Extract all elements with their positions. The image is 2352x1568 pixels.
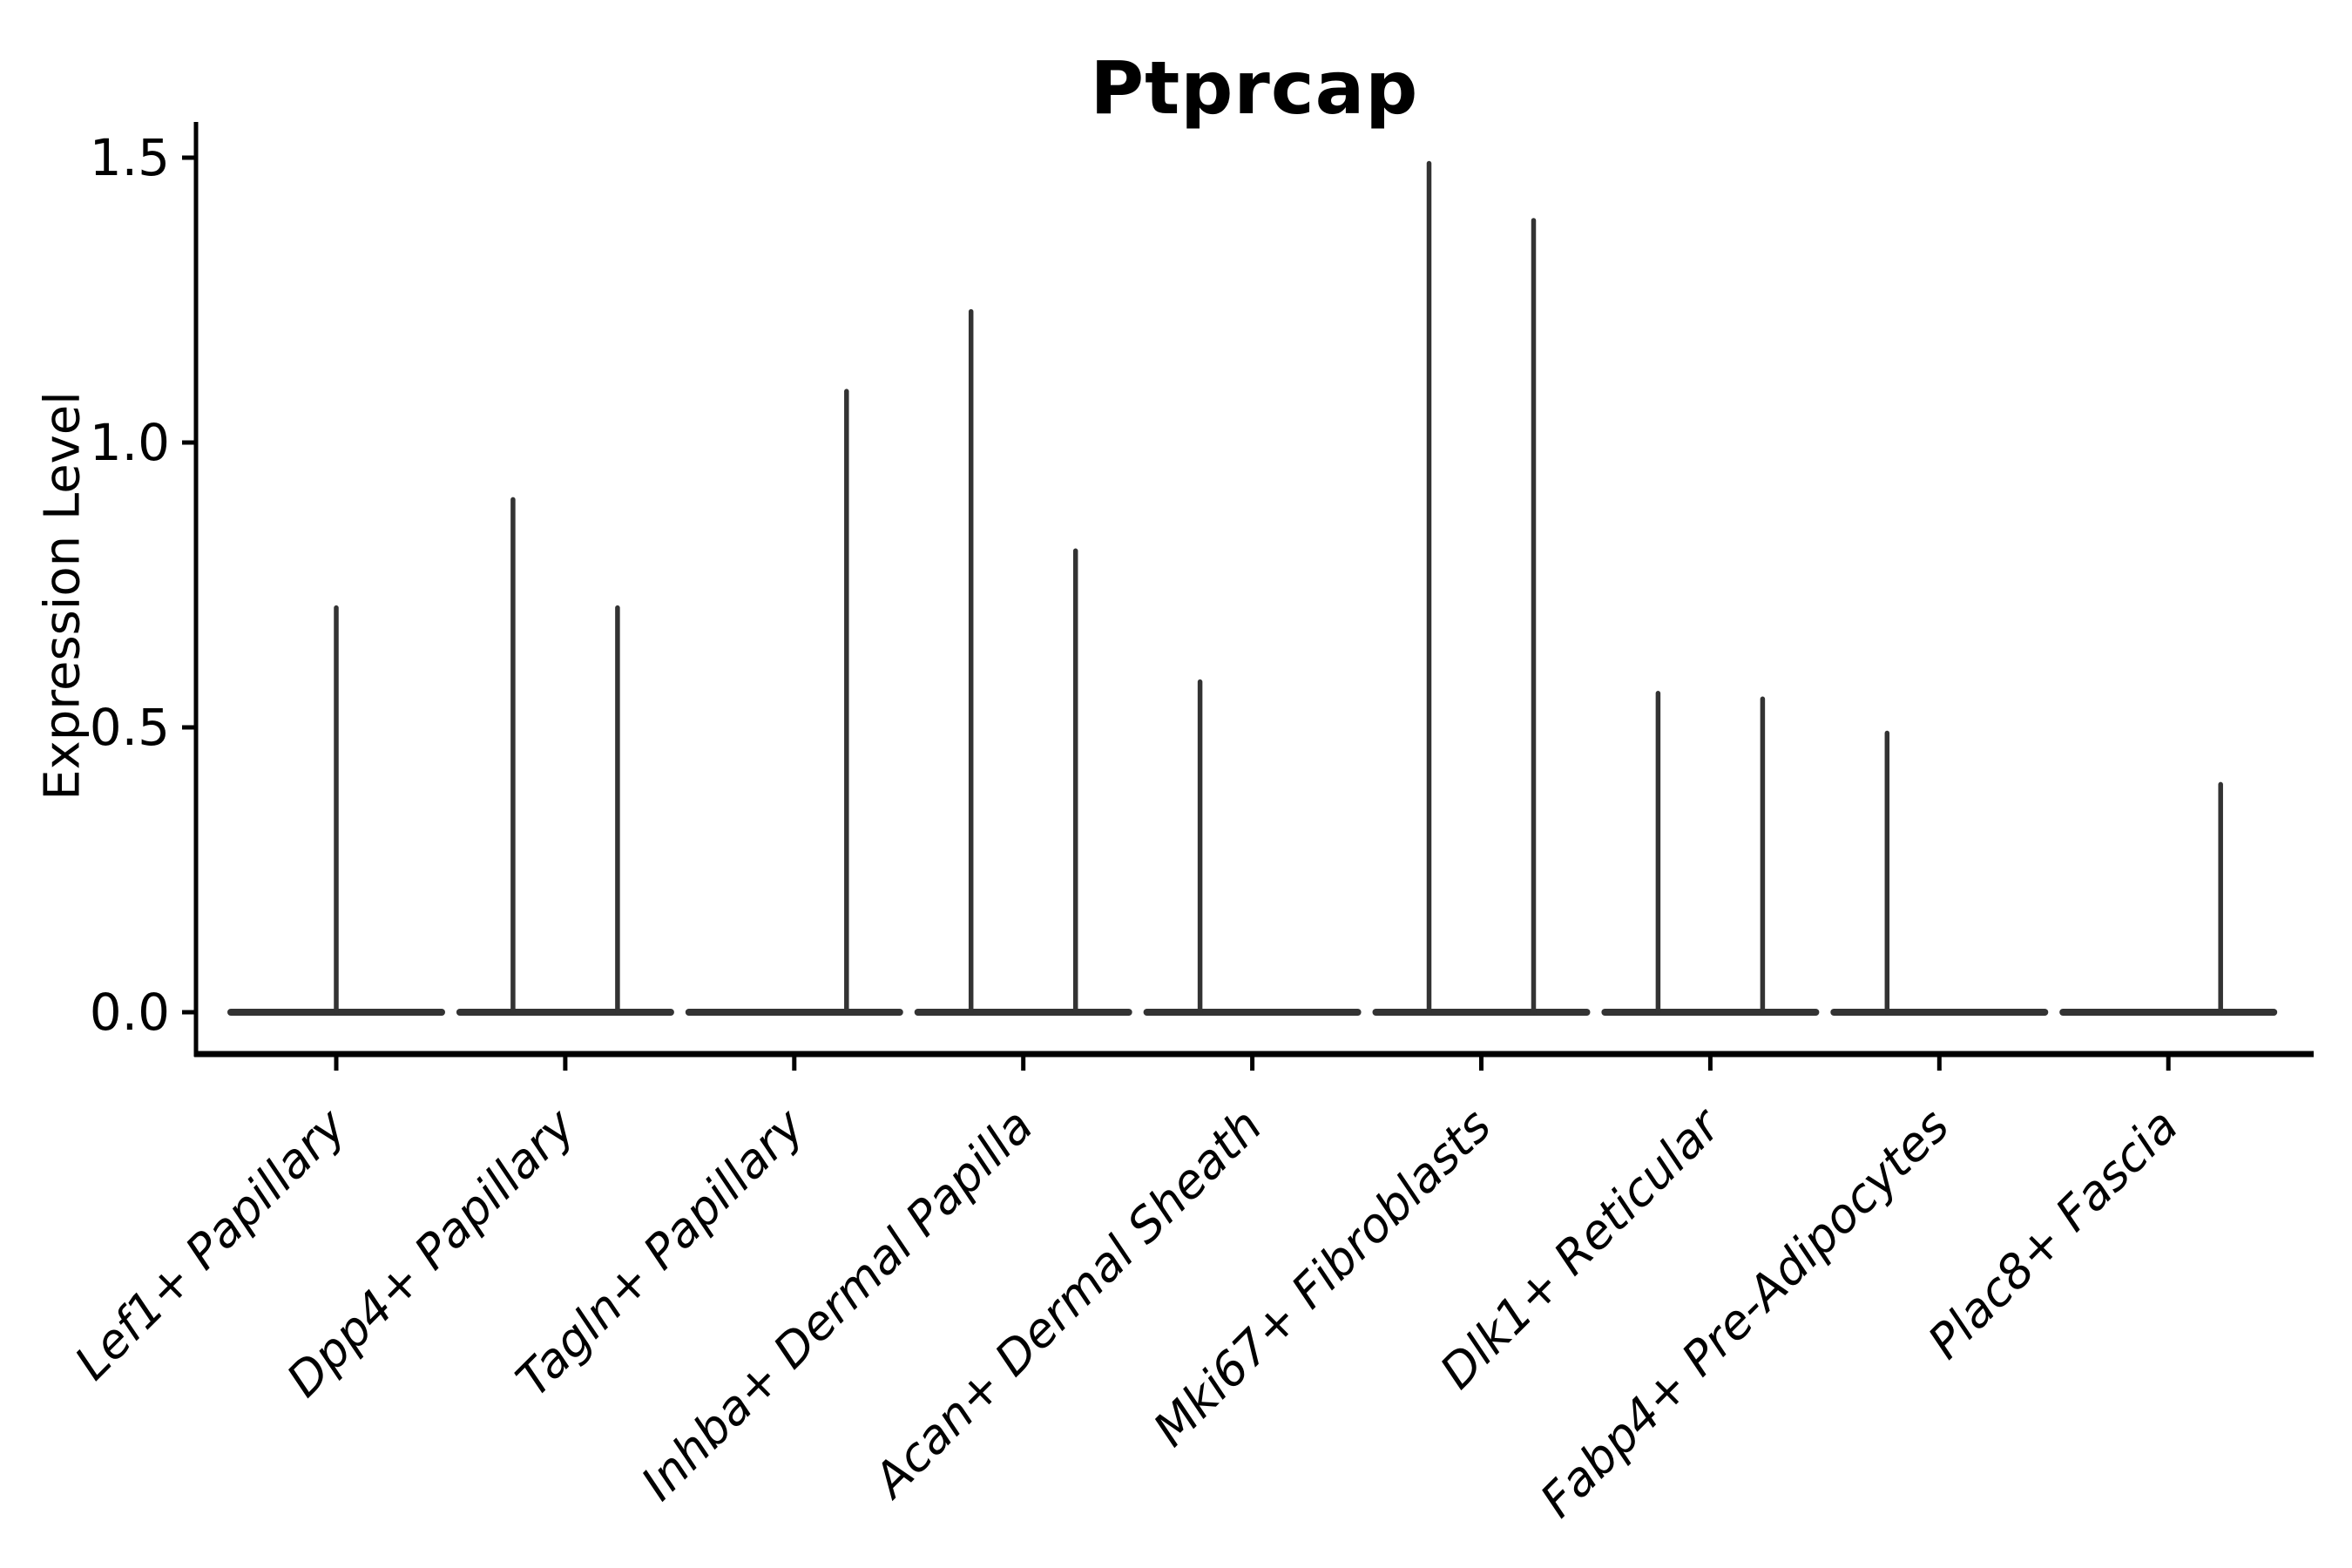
y-tick-label: 0.0 [90,983,170,1042]
y-tick-label: 1.5 [90,128,170,187]
x-tick-label: Acan+ Dermal Sheath [862,1098,1273,1510]
x-tick-label: Plac8+ Fascia [1917,1098,2188,1369]
plot-title: Ptprcap [1090,45,1419,131]
y-tick-label: 0.5 [90,698,170,757]
x-tick-label: Inhba+ Dermal Papilla [631,1098,1044,1511]
x-tick-label: Fabp4+ Pre-Adipocytes [1530,1098,1959,1528]
y-tick-label: 1.0 [90,413,170,472]
